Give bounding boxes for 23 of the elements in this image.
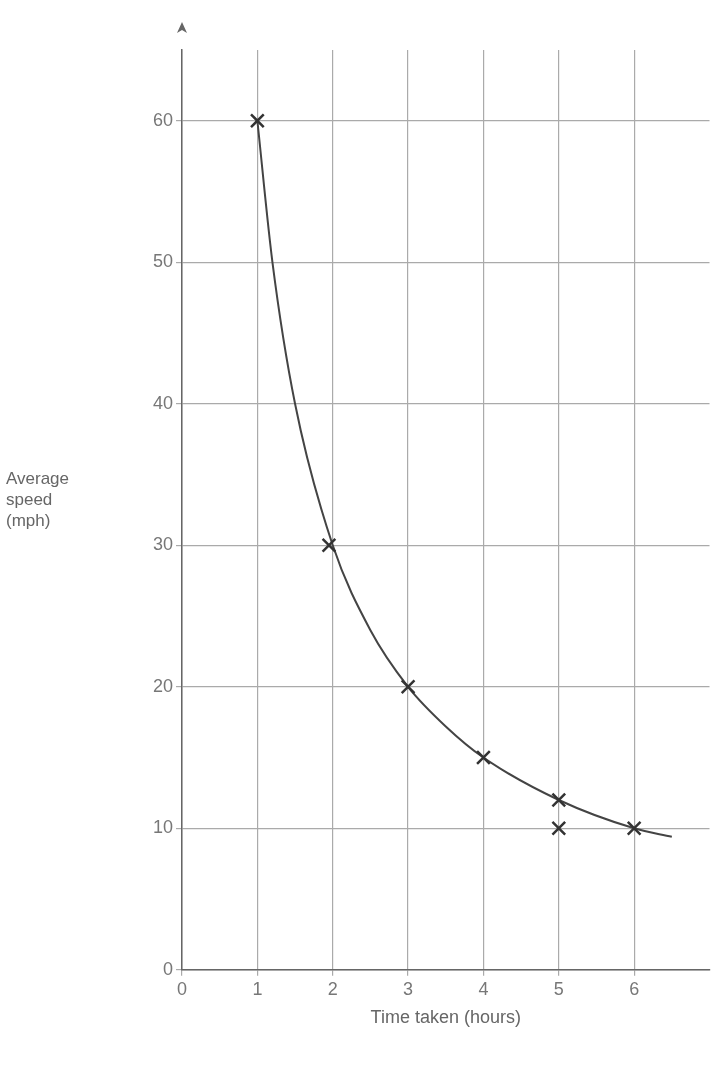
x-tick-label: 2 xyxy=(327,978,338,999)
point xyxy=(551,820,567,836)
y-tick-label: 10 xyxy=(152,817,174,838)
point xyxy=(321,537,337,553)
y-axis-title: Average speed (mph) xyxy=(6,468,70,531)
x-tick-label: 6 xyxy=(629,978,640,999)
point xyxy=(249,113,265,129)
x-axis-title: Time taken (hours) xyxy=(370,1007,521,1028)
point xyxy=(626,820,642,836)
x-tick-label: 3 xyxy=(403,978,414,999)
x-tick-label: 4 xyxy=(478,978,489,999)
y-tick-label: 0 xyxy=(163,958,174,979)
point xyxy=(400,679,416,695)
x-tick-label: 0 xyxy=(177,978,188,999)
y-tick-label: 20 xyxy=(152,675,174,696)
y-tick-label: 50 xyxy=(152,251,174,272)
y-tick-label: 60 xyxy=(152,109,174,130)
y-tick-label: 40 xyxy=(152,392,174,413)
point xyxy=(551,792,567,808)
x-tick-label: 5 xyxy=(553,978,564,999)
point xyxy=(475,749,492,766)
x-tick-label: 1 xyxy=(252,978,263,999)
y-tick-label: 30 xyxy=(152,534,174,555)
